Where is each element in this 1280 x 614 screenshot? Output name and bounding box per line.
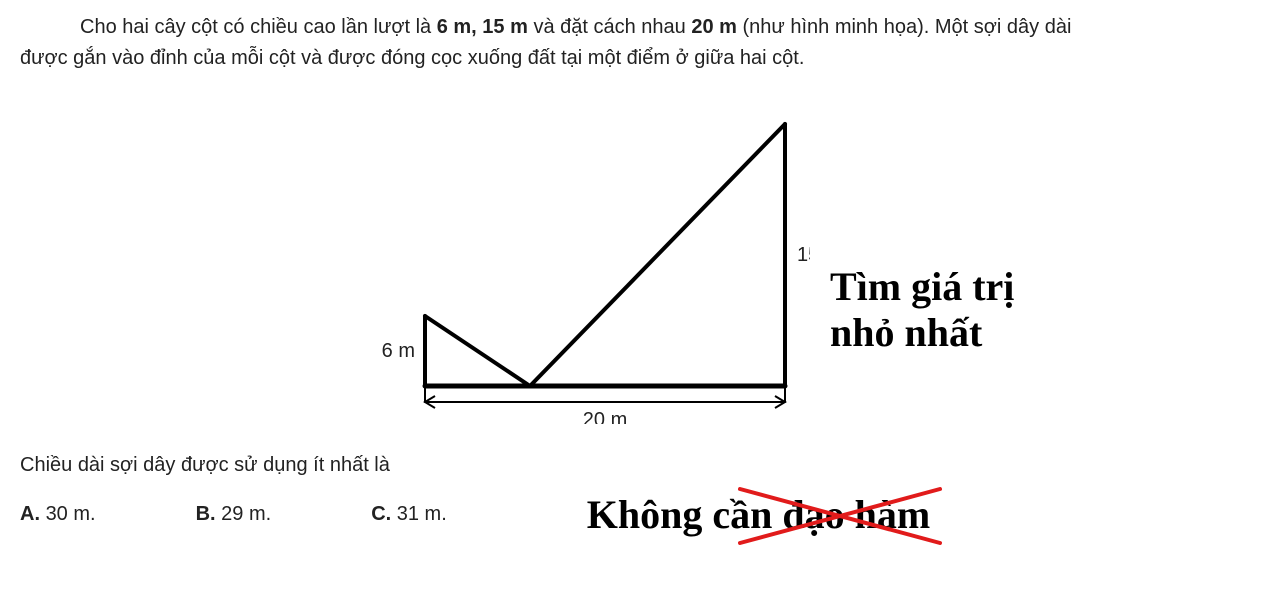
p1-h1: 6 m,	[437, 16, 477, 38]
side-annotation: Tìm giá trị nhỏ nhất	[830, 264, 1014, 356]
answer-b: B. 29 m.	[196, 503, 272, 526]
p1-prefix: Cho hai cây cột có chiều cao lần lượt là	[80, 16, 437, 38]
answer-c-text: 31 m.	[397, 503, 447, 525]
svg-text:15 m: 15 m	[797, 244, 810, 266]
p1-h2: 15 m	[482, 16, 528, 38]
svg-text:6 m: 6 m	[382, 340, 415, 362]
answer-a-text: 30 m.	[46, 503, 96, 525]
answers-row: A. 30 m. B. 29 m. C. 31 m. Không cần đạo…	[20, 491, 1260, 538]
diagram-svg: 6 m 15 m 20 m	[380, 104, 810, 424]
hint-text: Không cần đạo hàm	[587, 492, 930, 537]
problem-text: Cho hai cây cột có chiều cao lần lượt là…	[20, 12, 1260, 74]
answer-a: A. 30 m.	[20, 503, 96, 526]
p1-mid2: và đặt cách nhau	[528, 16, 691, 38]
diagram: 6 m 15 m 20 m	[380, 104, 810, 424]
answer-a-label: A.	[20, 503, 40, 525]
question-text: Chiều dài sợi dây được sử dụng ít nhất l…	[20, 454, 1260, 477]
side-line2: nhỏ nhất	[830, 310, 1014, 356]
figure-row: 6 m 15 m 20 m Tìm giá trị nhỏ nhất	[20, 104, 1260, 424]
answer-c: C. 31 m.	[371, 503, 447, 526]
p1-suffix: (như hình minh họa). Một sợi dây dài	[737, 16, 1071, 38]
answer-c-label: C.	[371, 503, 391, 525]
side-line1: Tìm giá trị	[830, 264, 1014, 310]
p1-dist: 20 m	[691, 16, 737, 38]
svg-text:20 m: 20 m	[583, 409, 627, 424]
answer-b-text: 29 m.	[221, 503, 271, 525]
p1-line2: được gắn vào đỉnh của mỗi cột và được đó…	[20, 47, 804, 69]
answer-b-label: B.	[196, 503, 216, 525]
hint: Không cần đạo hàm	[587, 491, 930, 538]
